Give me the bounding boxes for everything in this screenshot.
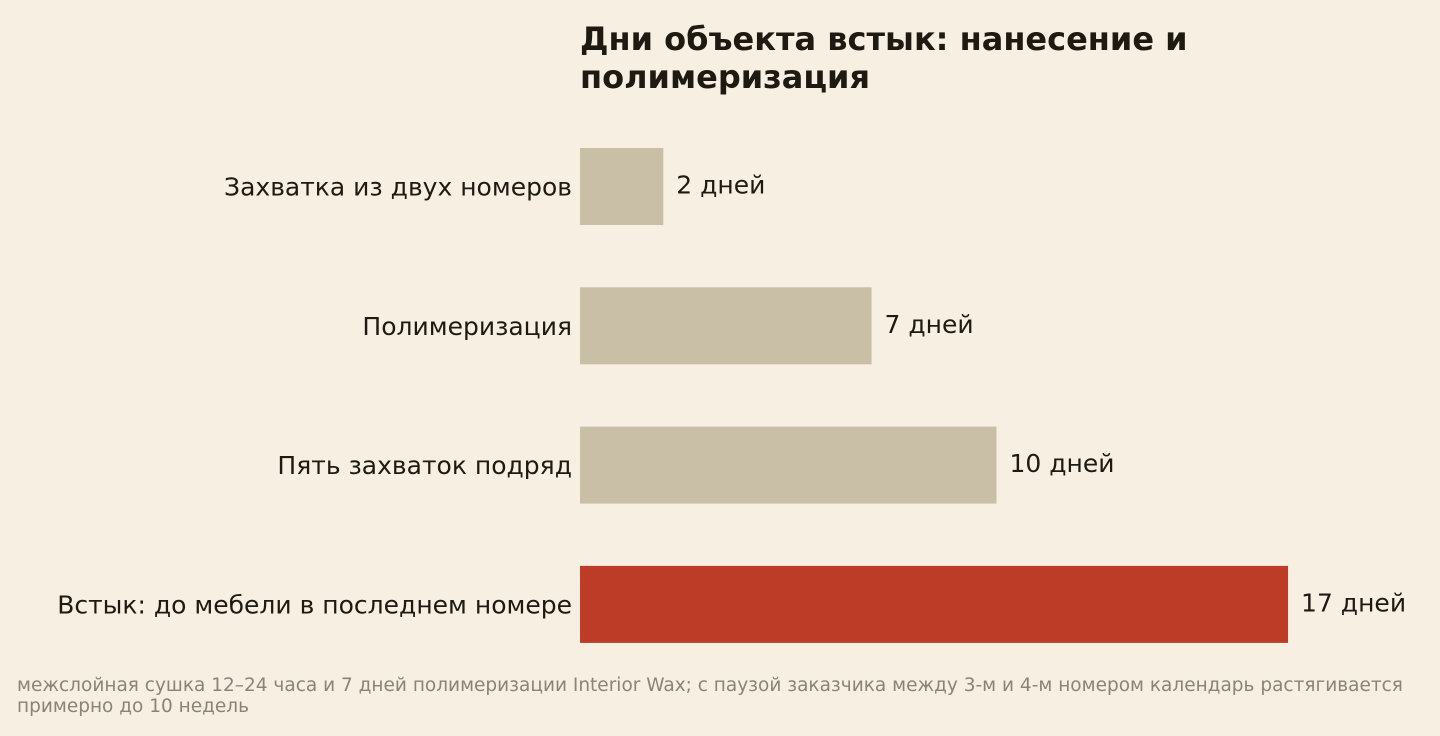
value-label-2: 7 дней: [885, 310, 974, 339]
value-label-3: 10 дней: [1010, 449, 1115, 478]
bar-4: [580, 565, 1289, 643]
bar-2: [580, 287, 872, 365]
chart-footnote: межслойная сушка 12–24 часа и 7 дней пол…: [17, 675, 1403, 717]
category-label-1: Захватка из двух номеров: [224, 173, 572, 202]
value-label-4: 17 дней: [1301, 588, 1406, 617]
category-label-2: Полимеризация: [362, 312, 572, 341]
value-label-1: 2 дней: [676, 171, 765, 200]
bar-1: [580, 148, 664, 225]
bar-3: [580, 426, 997, 504]
category-label-4: Встык: до мебели в последнем номере: [57, 590, 572, 619]
chart-title: Дни объекта встык: нанесение и полимериз…: [580, 20, 1188, 96]
category-label-3: Пять захваток подряд: [277, 451, 572, 480]
